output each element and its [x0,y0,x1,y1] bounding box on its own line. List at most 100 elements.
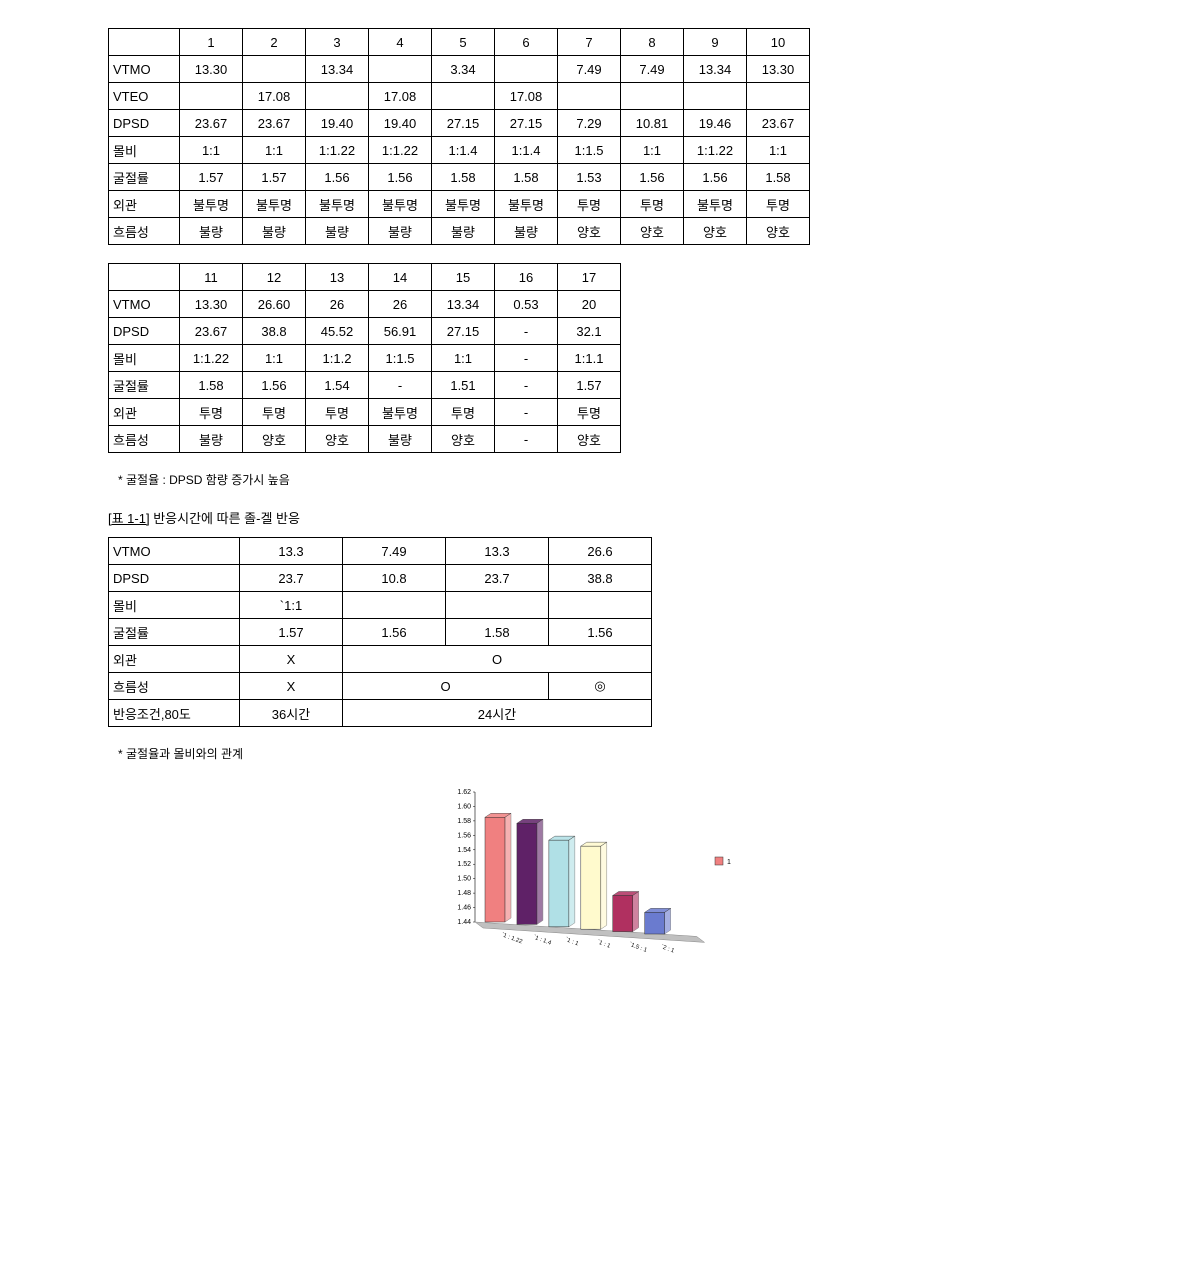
table-cell: 32.1 [558,318,621,345]
table-cell: 1:1 [432,345,495,372]
table-cell: 7.49 [558,56,621,83]
table-cell: 17.08 [243,83,306,110]
table-cell: 13.34 [432,291,495,318]
column-header: 13 [306,264,369,291]
row-label: DPSD [109,110,180,137]
table-cell: 1.56 [684,164,747,191]
svg-text:`1 : 1.22: `1 : 1.22 [500,932,523,945]
row-label: 굴절률 [109,164,180,191]
table-cell: 19.40 [369,110,432,137]
table-cell: 1:1.22 [684,137,747,164]
table-cell: 1.58 [432,164,495,191]
data-table-3: VTMO 13.3 7.49 13.3 26.6 DPSD 23.7 10.8 … [108,537,652,727]
table-cell: 23.67 [243,110,306,137]
table-cell: 26.60 [243,291,306,318]
table-cell: 20 [558,291,621,318]
table-cell: 38.8 [243,318,306,345]
row-label: VTMO [109,291,180,318]
table-cell: 26 [306,291,369,318]
svg-text:1.44: 1.44 [457,919,471,926]
t3-cell: 26.6 [549,538,652,565]
table-cell: 양호 [558,426,621,453]
table-cell: 1:1 [180,137,243,164]
table-cell: 1:1 [621,137,684,164]
t3-label-flow: 흐름성 [109,673,240,700]
table-cell: 불량 [495,218,558,245]
svg-text:1.60: 1.60 [457,803,471,810]
table-cell: 1.58 [747,164,810,191]
t3-label-ri: 굴절률 [109,619,240,646]
table-cell: 1:1 [243,137,306,164]
table-cell: 56.91 [369,318,432,345]
svg-text:`2 : 1: `2 : 1 [660,944,676,955]
table-cell: 불투명 [243,191,306,218]
table-cell: 13.34 [684,56,747,83]
svg-text:1.52: 1.52 [457,861,471,868]
table-cell: 불량 [180,426,243,453]
table-cell: 19.46 [684,110,747,137]
table-cell: 1:1.22 [306,137,369,164]
row-label: 흐름성 [109,426,180,453]
column-header: 8 [621,29,684,56]
table-cell: - [369,372,432,399]
row-label: VTMO [109,56,180,83]
row-label: 외관 [109,191,180,218]
column-header: 3 [306,29,369,56]
table-cell: 투명 [558,399,621,426]
table-cell: 27.15 [432,318,495,345]
column-header: 6 [495,29,558,56]
table-cell [558,83,621,110]
t3-label-molbi: 몰비 [109,592,240,619]
table-cell: 1.56 [306,164,369,191]
table-cell: 1:1.5 [369,345,432,372]
t3-cell: 38.8 [549,565,652,592]
table-cell: 1:1.4 [432,137,495,164]
table-cell: 투명 [243,399,306,426]
table-cell: 불량 [243,218,306,245]
t3-cell: 24시간 [343,700,652,727]
table-cell: 투명 [621,191,684,218]
table-cell: 불투명 [306,191,369,218]
table-cell: 1.58 [180,372,243,399]
table-cell: 1:1 [747,137,810,164]
t3-cell: 23.7 [240,565,343,592]
row-label: 흐름성 [109,218,180,245]
table-cell: 1.56 [243,372,306,399]
t3-cell: 23.7 [446,565,549,592]
t3-cell: 1.57 [240,619,343,646]
column-header: 12 [243,264,306,291]
table-cell: 17.08 [369,83,432,110]
row-label: 몰비 [109,345,180,372]
column-header: 15 [432,264,495,291]
table-cell [369,56,432,83]
table-cell [243,56,306,83]
table-cell: 1.56 [369,164,432,191]
table-cell [432,83,495,110]
svg-text:`1.5 : 1: `1.5 : 1 [628,942,648,954]
t3-label-ext: 외관 [109,646,240,673]
t3-cell: 7.49 [343,538,446,565]
t3-cell: 36시간 [240,700,343,727]
table-cell: 불투명 [432,191,495,218]
svg-text:1.58: 1.58 [457,818,471,825]
table-cell: - [495,399,558,426]
caption-text: 반응시간에 따른 졸-겔 반응 [150,511,300,526]
table-cell [621,83,684,110]
table-cell: 1:1.22 [369,137,432,164]
svg-text:1.46: 1.46 [457,905,471,912]
table-cell: 불량 [306,218,369,245]
table-cell: 불량 [369,426,432,453]
t3-cell: 1.56 [343,619,446,646]
t3-cell: 1.58 [446,619,549,646]
table-cell: 불투명 [369,399,432,426]
table-cell: 불량 [369,218,432,245]
table-cell: 7.29 [558,110,621,137]
table-cell: 불투명 [180,191,243,218]
table-cell: 1:1.22 [180,345,243,372]
table-cell: 1:1.1 [558,345,621,372]
table-cell [495,56,558,83]
column-header: 2 [243,29,306,56]
t3-label-dpsd: DPSD [109,565,240,592]
table-cell: 불량 [432,218,495,245]
table-cell: 23.67 [180,110,243,137]
